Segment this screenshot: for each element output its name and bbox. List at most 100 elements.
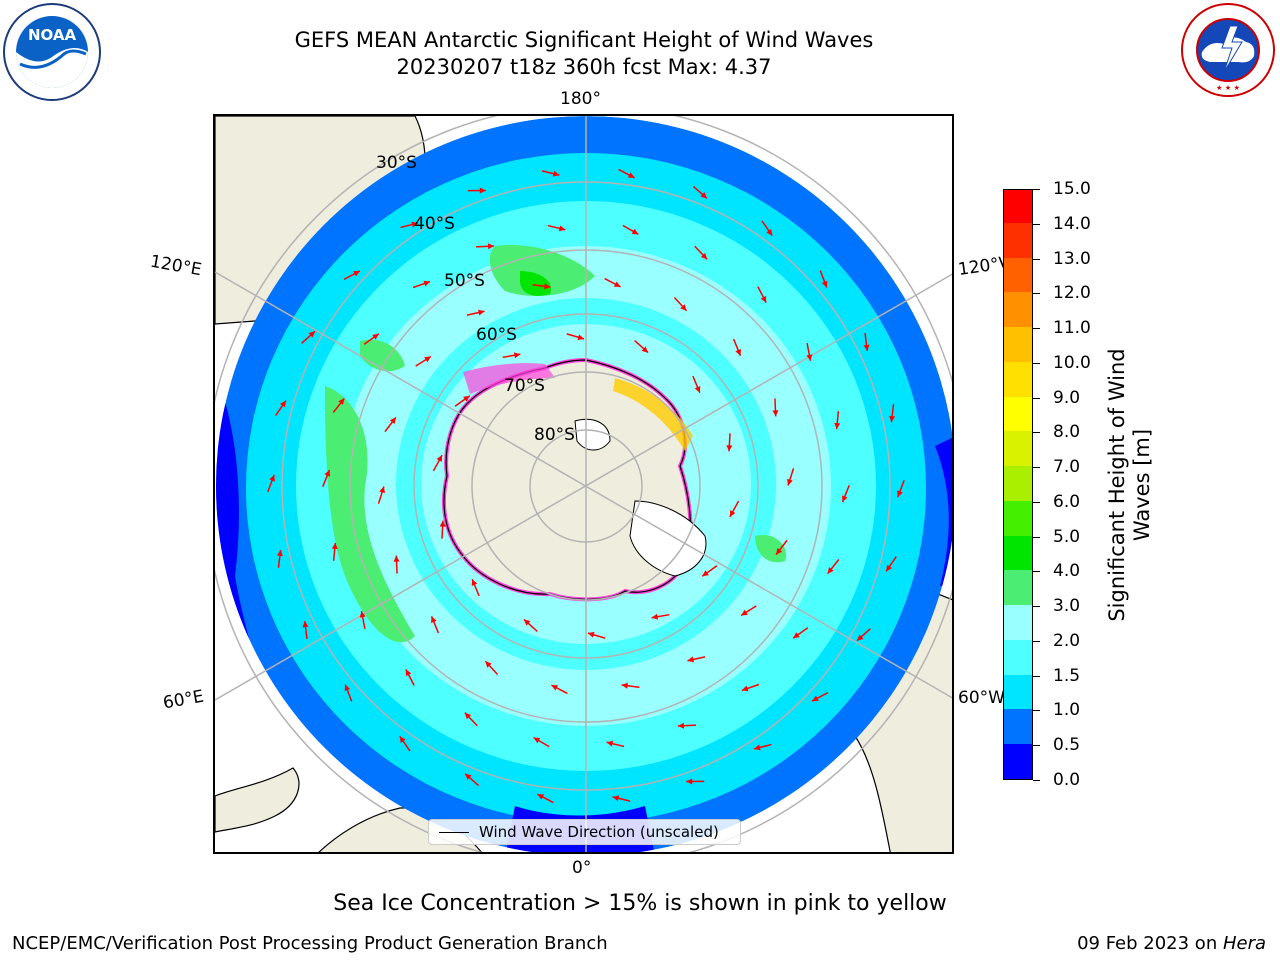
meridian-label-0: 0° xyxy=(572,858,592,878)
wave-arrow-head xyxy=(523,619,531,626)
wave-arrow-head xyxy=(558,225,566,232)
wave-arrow-head xyxy=(812,695,819,702)
legend-line-swatch xyxy=(439,832,469,833)
wave-arrow-head xyxy=(793,632,800,639)
wave-arrow-head xyxy=(806,354,813,361)
colorbar-segment xyxy=(1004,430,1032,467)
colorbar-tick-label: 2.0 xyxy=(1053,630,1081,651)
colorbar-tick-label: 6.0 xyxy=(1053,491,1081,512)
wave-arrow-head xyxy=(787,478,793,486)
meridian-label-120e: 120°E xyxy=(148,251,204,281)
wave-arrow-head xyxy=(641,346,649,353)
wave-arrow-head xyxy=(338,398,345,405)
wave-arrow-head xyxy=(308,331,316,338)
wave-arrow-head xyxy=(889,415,896,423)
wave-arrow-head xyxy=(487,243,495,250)
colorbar-segment xyxy=(1004,569,1032,606)
meridian-label-60w: 60°W xyxy=(958,688,1005,708)
legend-label: Wind Wave Direction (unscaled) xyxy=(479,823,719,841)
footer-date-text: 09 Feb 2023 on xyxy=(1077,933,1223,954)
colorbar-tick xyxy=(1033,710,1040,712)
wave-arrow-head xyxy=(700,252,708,260)
parallel-label-30s: 30°S xyxy=(376,153,417,173)
colorbar-label: Significant Height of Wind Waves [m] xyxy=(1105,348,1154,622)
wave-arrow-head xyxy=(324,469,331,477)
wave-arrow-head xyxy=(276,549,283,557)
colorbar-tick xyxy=(1033,258,1040,260)
chart-subtitle: 20230207 t18z 360h fcst Max: 4.37 xyxy=(396,55,772,79)
colorbar-tick-label: 0.0 xyxy=(1053,770,1081,790)
wave-arrow-head xyxy=(735,349,741,356)
colorbar-segment xyxy=(1004,222,1032,258)
colorbar-tick xyxy=(1033,640,1040,642)
colorbar-segment xyxy=(1004,535,1032,571)
wave-arrow-head xyxy=(577,334,585,341)
wave-arrow-head xyxy=(359,611,366,618)
colorbar-segment xyxy=(1004,743,1032,779)
wave-arrow-head xyxy=(533,737,541,744)
colorbar-segment xyxy=(1004,709,1032,745)
colorbar-tick xyxy=(1033,606,1040,608)
colorbar-segment xyxy=(1004,190,1032,223)
wave-arrow-head xyxy=(741,685,749,692)
colorbar-tick xyxy=(1033,675,1040,677)
colorbar-segment xyxy=(1004,257,1032,293)
wave-arrow-head xyxy=(729,510,736,517)
colorbar-tick xyxy=(1033,501,1040,503)
wave-arrow-head xyxy=(726,445,733,452)
colorbar-tick-label: 5.0 xyxy=(1053,526,1081,547)
wave-arrow-head xyxy=(513,352,521,359)
wave-arrow-head xyxy=(651,613,659,620)
colorbar-segment xyxy=(1004,500,1032,536)
footer-date: 09 Feb 2023 on Hera xyxy=(1077,933,1266,955)
parallel-label-70s: 70°S xyxy=(504,376,545,396)
wave-arrow-head xyxy=(741,609,748,616)
colorbar-tick xyxy=(1033,745,1040,747)
wave-arrow-head xyxy=(471,579,478,586)
colorbar-tick-label: 7.0 xyxy=(1053,457,1081,478)
wave-arrow-head xyxy=(821,280,828,288)
wave-arrow-head xyxy=(694,386,701,393)
wave-arrow-head xyxy=(464,712,472,720)
wave-arrow-head xyxy=(393,555,400,562)
wave-arrow-head xyxy=(331,542,338,550)
wave-arrow-head xyxy=(372,333,379,340)
wave-arrow-head xyxy=(754,744,761,751)
wave-arrow-head xyxy=(463,395,470,402)
wave-arrow-head xyxy=(766,229,773,236)
polar-map-svg xyxy=(215,116,952,852)
wave-arrow-head xyxy=(485,661,492,668)
colorbar-tick-label: 10.0 xyxy=(1053,352,1091,373)
colorbar-tick xyxy=(1033,432,1040,434)
wave-arrow-head xyxy=(551,685,559,691)
wave-arrow-head xyxy=(677,722,685,729)
colorbar-tick xyxy=(1033,293,1040,295)
graticule xyxy=(215,116,952,852)
colorbar-tick-label: 3.0 xyxy=(1053,596,1081,617)
wave-arrow-head xyxy=(627,172,635,178)
colorbar-tick-label: 12.0 xyxy=(1053,283,1091,304)
wave-arrow-head xyxy=(431,616,437,623)
wave-arrow-head xyxy=(760,295,767,303)
wave-arrow-head xyxy=(423,280,431,287)
wave-arrow-head xyxy=(702,570,709,577)
footer-machine: Hera xyxy=(1222,933,1266,954)
wave-arrow-head xyxy=(552,170,560,177)
colorbar-segment xyxy=(1004,361,1032,397)
map-legend: Wind Wave Direction (unscaled) xyxy=(428,819,741,845)
colorbar-segment xyxy=(1004,465,1032,501)
wave-arrow-head xyxy=(439,520,446,527)
colorbar-tick-label: 11.0 xyxy=(1053,318,1091,339)
colorbar-tick xyxy=(1033,189,1040,190)
colorbar-segment xyxy=(1004,604,1032,640)
meridian-label-180: 180° xyxy=(560,89,601,109)
colorbar-tick-label: 8.0 xyxy=(1053,422,1081,443)
wave-arrow-head xyxy=(465,773,472,780)
polar-map xyxy=(213,114,954,854)
svg-text:NOAA: NOAA xyxy=(28,26,77,44)
noaa-logo: NOAA xyxy=(2,2,102,102)
colorbar-tick xyxy=(1033,223,1040,225)
colorbar-tick-label: 1.5 xyxy=(1053,665,1081,686)
colorbar-segment xyxy=(1004,674,1032,710)
svg-text:★ ★ ★: ★ ★ ★ xyxy=(1216,84,1240,92)
